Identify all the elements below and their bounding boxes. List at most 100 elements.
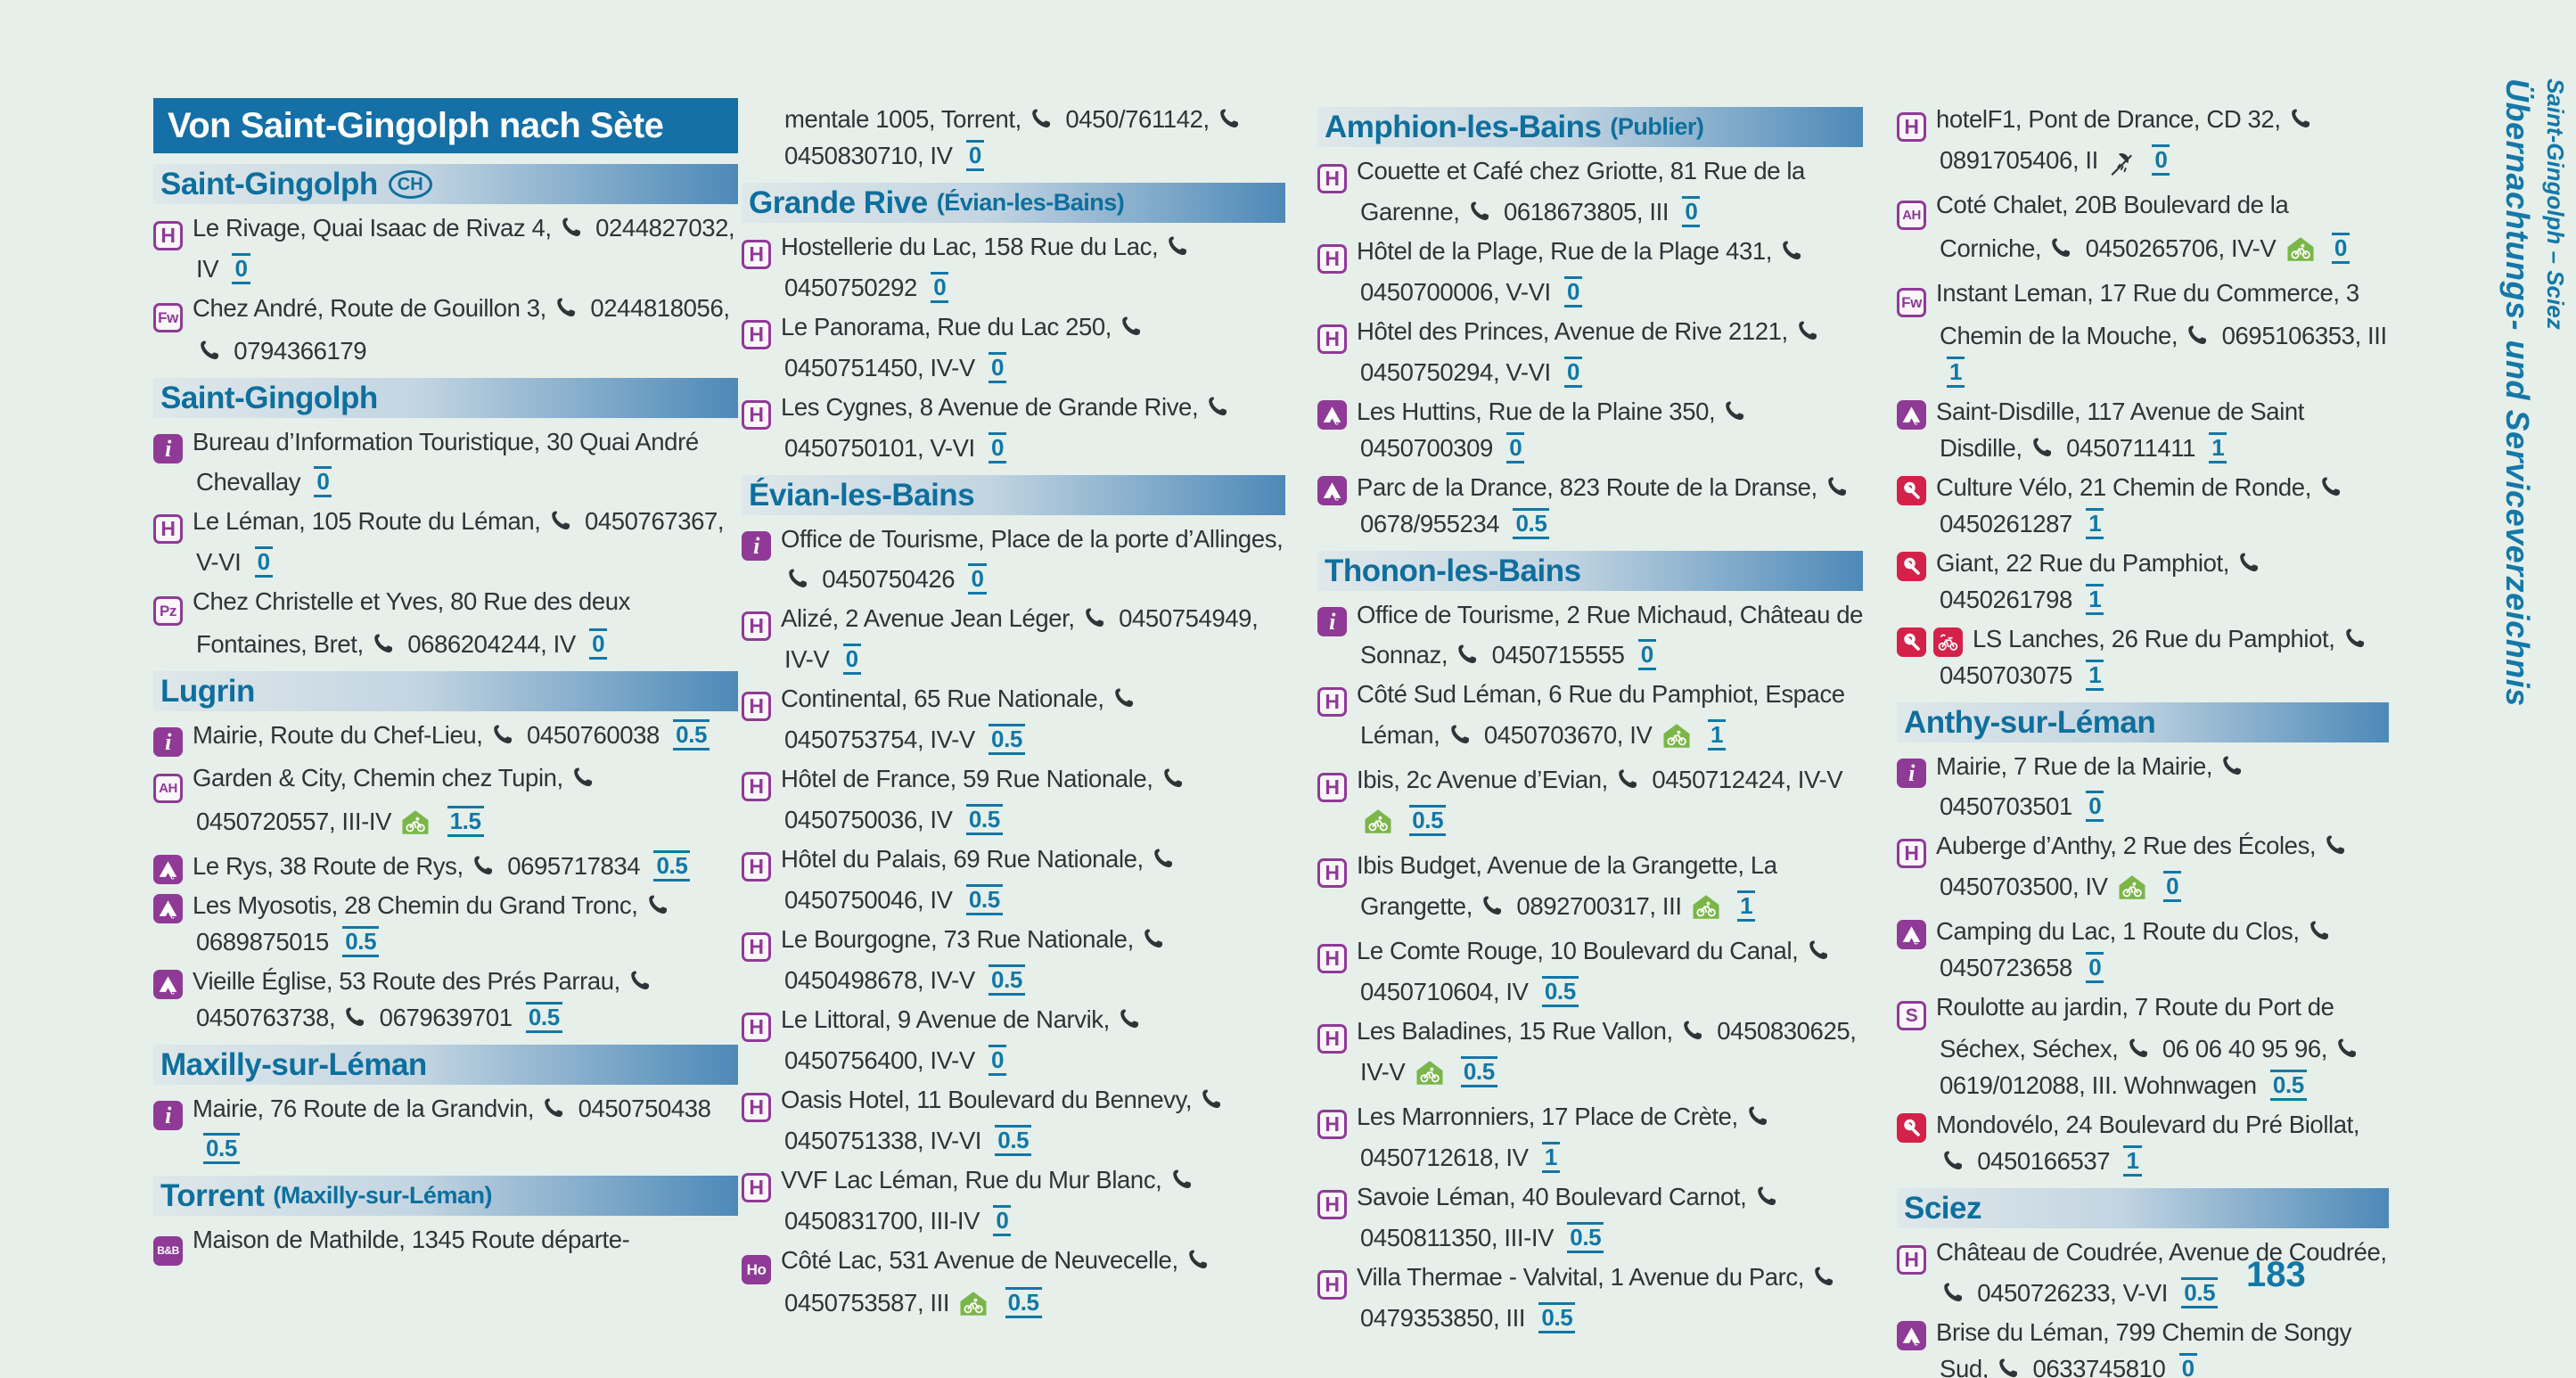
tourist-info-icon: i [1317, 607, 1347, 636]
holiday-flat-icon: Fw [153, 303, 183, 332]
tourist-info-icon: i [742, 531, 771, 561]
hotel-icon: H [1317, 1024, 1347, 1054]
listing-entry: H Les Baladines, 15 Rue Vallon, 045083062… [1317, 1013, 1863, 1095]
section-header: Évian-les-Bains [742, 475, 1285, 515]
hotel-icon: H [1897, 839, 1926, 868]
campground-icon: c [153, 855, 183, 884]
phone-icon [2049, 233, 2072, 258]
distance-badge: 0 [931, 272, 949, 303]
phone-icon [2308, 915, 2331, 940]
tourist-info-icon: i [153, 434, 183, 463]
phone-icon [571, 762, 595, 787]
section-header: Torrent (Maxilly-sur-Léman) [153, 1176, 738, 1216]
svg-text:c: c [170, 988, 175, 996]
phone-icon [1161, 763, 1185, 788]
distance-badge: 1 [2086, 584, 2104, 615]
listing-entry: H Auberge d’Anthy, 2 Rue des Écoles, 0450… [1897, 827, 2389, 910]
hotel-icon: H [1317, 687, 1347, 717]
phone-icon [1186, 1244, 1210, 1269]
phone-icon [628, 965, 652, 990]
sidebar-subtitle: Saint-Gingolph – Sciez [2542, 78, 2569, 330]
svg-text:c: c [170, 912, 175, 920]
section-header: Lugrin [153, 671, 738, 711]
apartment-hotel-icon: AH [1897, 201, 1926, 230]
section-header: Amphion-les-Bains (Publier) [1317, 107, 1863, 147]
phone-icon [549, 505, 572, 530]
listing-entry: H Château de Coudrée, Avenue de Coudrée, … [1897, 1234, 2389, 1311]
distance-badge: 0.5 [989, 724, 1025, 755]
hotel-icon: H [742, 611, 771, 641]
phone-icon [1941, 1277, 1965, 1302]
special-lodging-icon: S [1897, 1001, 1926, 1030]
hotel-icon: H [1317, 1270, 1347, 1300]
campground-icon: c [1317, 400, 1347, 430]
phone-icon [560, 212, 583, 237]
distance-badge: 0.5 [989, 964, 1025, 996]
distance-badge: 0.5 [2181, 1277, 2219, 1308]
distance-badge: 0 [842, 644, 861, 675]
phone-icon [2319, 472, 2342, 496]
listing-entry: H Savoie Léman, 40 Boulevard Carnot, 0450… [1317, 1178, 1863, 1256]
bed-and-breakfast-icon: B&B [153, 1236, 183, 1266]
distance-badge: 0 [589, 628, 608, 660]
listing-entry: H Le Panorama, Rue du Lac 250, 0450751450… [742, 308, 1285, 386]
hotel-icon: H [153, 514, 183, 544]
tourist-info-icon: i [153, 1101, 183, 1130]
distance-badge: 0 [1506, 432, 1525, 463]
phone-icon [1997, 1353, 2020, 1378]
bike-rental-icon [1933, 627, 1963, 657]
distance-badge: 1 [2209, 432, 2227, 463]
section-header: Anthy-sur-Léman [1897, 702, 2389, 742]
distance-badge: 1 [1947, 357, 1965, 388]
hotel-icon: H [742, 240, 771, 269]
listing-entry: c Brise du Léman, 799 Chemin de Songy Sud… [1897, 1314, 2389, 1378]
distance-badge: 1 [2086, 660, 2104, 691]
hotel-icon: H [1317, 1190, 1347, 1219]
distance-badge: 1 [1707, 719, 1726, 751]
phone-icon [1780, 235, 1803, 260]
listing-entry: H Hôtel de la Plage, Rue de la Plage 431,… [1317, 233, 1863, 310]
phone-icon [2335, 1033, 2359, 1058]
section-title: Thonon-les-Bains [1325, 553, 1581, 588]
phone-icon [1166, 231, 1189, 256]
section-title: Saint-Gingolph [160, 380, 378, 415]
bett-bike-icon [1692, 893, 1720, 930]
distance-badge: 0.5 [1567, 1222, 1604, 1253]
listing-entry: c Les Huttins, Rue de la Plaine 350, 0450… [1317, 393, 1863, 466]
campground-icon: c [153, 894, 183, 923]
campground-icon: c [1897, 1321, 1926, 1350]
listing-entry: c Saint-Disdille, 117 Avenue de Saint Dis… [1897, 393, 2389, 466]
distance-badge: 0.5 [525, 1002, 562, 1033]
campground-icon: c [1897, 400, 1926, 430]
phone-icon [1030, 103, 1053, 128]
campground-icon: c [153, 970, 183, 999]
distance-badge: 0 [989, 432, 1007, 463]
hotel-icon: H [1317, 1110, 1347, 1139]
phone-icon [786, 563, 809, 588]
phone-icon [1481, 890, 1504, 915]
sidebar-title: Übernachtungs- und Serviceverzeichnis [2499, 78, 2536, 707]
distance-badge: 0 [989, 352, 1007, 383]
distance-badge: 0.5 [965, 884, 1003, 915]
svg-text:c: c [1914, 1339, 1918, 1347]
listing-entry: H Hôtel du Palais, 69 Rue Nationale, 0450… [742, 841, 1285, 918]
listing-entry: c Le Rys, 38 Route de Rys, 0695717834 0.5 [153, 848, 738, 884]
phone-icon [1448, 719, 1472, 744]
section-parent-locality: (Maxilly-sur-Léman) [273, 1182, 492, 1209]
svg-text:c: c [1334, 418, 1339, 426]
listing-entry: H Le Bourgogne, 73 Rue Nationale, 0450498… [742, 921, 1285, 998]
listing-entry: LS Lanches, 26 Rue du Pamphiot, 04507030… [1897, 620, 2389, 693]
listing-entry: S Roulotte au jardin, 7 Route du Port de … [1897, 988, 2389, 1103]
phone-icon [1456, 639, 1479, 664]
listing-entry: H Hôtel de France, 59 Rue Nationale, 0450… [742, 760, 1285, 838]
hotel-icon: H [153, 221, 183, 250]
distance-badge: 1 [2123, 1145, 2142, 1177]
phone-icon [1120, 311, 1143, 336]
page-edge-tab: Übernachtungs- und Serviceverzeichnis Sa… [2498, 78, 2569, 707]
distance-badge: 0 [2178, 1353, 2197, 1378]
phone-icon [1206, 391, 1229, 416]
column-1: Von Saint-Gingolph nach Sète Saint-Gingol… [153, 98, 738, 1268]
listing-entry: H Hostellerie du Lac, 158 Rue du Lac, 045… [742, 228, 1285, 306]
phone-icon [646, 890, 669, 915]
